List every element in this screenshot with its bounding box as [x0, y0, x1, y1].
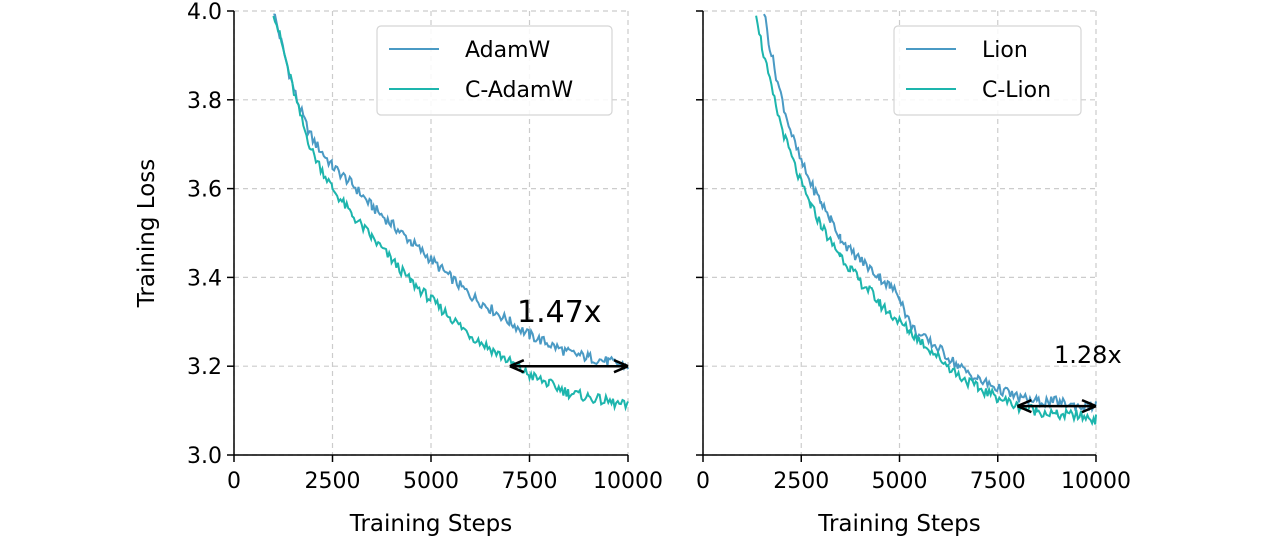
y-tick-label: 3.6	[187, 178, 222, 203]
speedup-arrow-head-left	[509, 359, 525, 374]
x-tick-label: 10000	[1061, 469, 1131, 494]
x-tick-label: 0	[696, 469, 710, 494]
legend-label-c-lion: C-Lion	[982, 78, 1051, 103]
y-tick-label: 3.8	[187, 89, 222, 114]
speedup-label: 1.28x	[1054, 341, 1122, 369]
speedup-arrow-head-right	[1081, 399, 1097, 414]
series-line-lion	[763, 13, 1097, 414]
x-tick-label: 0	[227, 469, 241, 494]
x-tick-label: 2500	[305, 469, 361, 494]
speedup-arrow-head-right	[613, 359, 629, 374]
legend-label-c-adamw: C-AdamW	[465, 78, 573, 103]
right-chart-panel: 0 2500 5000 7500 10000 Training Steps Lion C-Li…	[696, 10, 1131, 537]
x-tick-label: 5000	[872, 469, 928, 494]
series-line-c-adamw	[272, 15, 629, 412]
speedup-arrow-head-left	[1016, 399, 1032, 414]
x-tick-label: 5000	[403, 469, 459, 494]
y-tick-label: 3.0	[187, 444, 222, 469]
x-tick-label: 10000	[593, 469, 663, 494]
left-chart-panel: 0 2500 5000 7500 10000 3.0 3.2 3.4 3.6 3.8 4.0 Trai…	[134, 0, 663, 537]
legend-label-lion: Lion	[982, 38, 1028, 63]
series-line-c-lion	[755, 15, 1097, 427]
legend-label-adamw: AdamW	[465, 38, 551, 63]
x-tick-label: 2500	[773, 469, 829, 494]
series-line-adamw	[273, 13, 629, 372]
x-axis-label: Training Steps	[817, 511, 980, 537]
speedup-label: 1.47x	[517, 295, 602, 330]
y-tick-label: 3.2	[187, 355, 222, 380]
y-tick-label: 3.4	[187, 266, 222, 291]
x-axis-label: Training Steps	[349, 511, 512, 537]
x-tick-label: 7500	[502, 469, 558, 494]
y-tick-label: 4.0	[187, 0, 222, 25]
y-axis-label: Training Loss	[134, 159, 160, 309]
x-tick-label: 7500	[970, 469, 1026, 494]
